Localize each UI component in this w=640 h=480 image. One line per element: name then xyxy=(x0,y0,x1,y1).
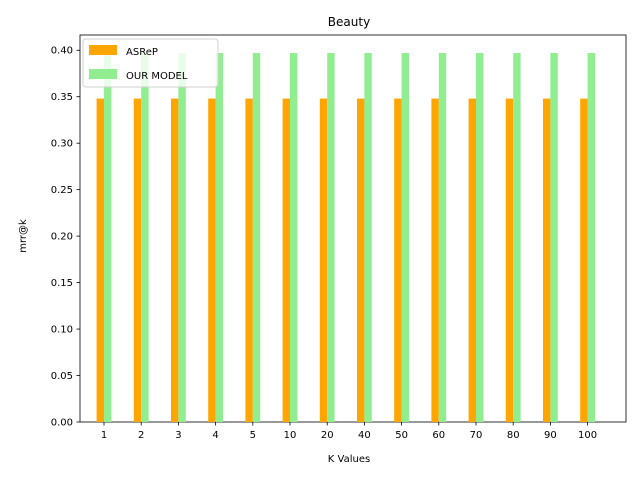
bar-our-model-5 xyxy=(252,53,261,422)
legend: ASReP OUR MODEL xyxy=(82,38,219,88)
bar-our-model-100 xyxy=(587,53,595,422)
y-tick-label: 0.30 xyxy=(51,139,73,150)
bar-asrep-90 xyxy=(543,98,551,422)
bar-asrep-80 xyxy=(505,98,514,422)
x-tick-label: 4 xyxy=(212,430,218,441)
x-tick-label: 40 xyxy=(358,430,371,441)
bar-our-model-80 xyxy=(513,53,521,422)
bar-our-model-50 xyxy=(401,53,409,422)
bar-our-model-1 xyxy=(104,53,112,422)
y-tick-label: 0.40 xyxy=(51,46,73,57)
legend-label-our-model: OUR MODEL xyxy=(126,71,188,82)
bar-asrep-3 xyxy=(171,98,179,422)
bar-asrep-40 xyxy=(357,98,365,422)
bar-our-model-60 xyxy=(438,53,447,422)
x-tick-label: 70 xyxy=(470,430,483,441)
x-tick-label: 3 xyxy=(175,430,181,441)
bar-our-model-10 xyxy=(290,53,298,422)
y-tick-label: 0.20 xyxy=(51,232,73,243)
bar-asrep-1 xyxy=(96,98,104,422)
bar-our-model-4 xyxy=(215,53,223,422)
y-tick-label: 0.10 xyxy=(51,325,73,336)
plot-area xyxy=(79,34,627,423)
bar-asrep-10 xyxy=(282,98,290,422)
x-tick-label: 60 xyxy=(432,430,445,441)
bar-asrep-4 xyxy=(208,98,216,422)
bar-asrep-100 xyxy=(580,98,588,422)
x-tick-label: 1 xyxy=(101,430,107,441)
y-tick-label: 0.00 xyxy=(51,418,73,429)
legend-swatch-asrep xyxy=(89,45,117,55)
bar-asrep-60 xyxy=(431,98,439,422)
bar-our-model-90 xyxy=(550,53,558,422)
bar-our-model-2 xyxy=(141,53,149,422)
y-tick-label: 0.25 xyxy=(51,185,73,196)
bars-group xyxy=(96,53,595,422)
legend-swatch-our-model xyxy=(89,69,117,79)
x-tick-label: 90 xyxy=(544,430,557,441)
x-tick-label: 5 xyxy=(250,430,256,441)
bar-asrep-2 xyxy=(133,98,142,422)
bar-asrep-70 xyxy=(468,98,476,422)
x-tick-label: 10 xyxy=(284,430,297,441)
chart-title: Beauty xyxy=(328,15,370,29)
bar-asrep-50 xyxy=(394,98,402,422)
y-axis-label: mrr@k xyxy=(18,219,29,253)
y-tick-label: 0.15 xyxy=(51,278,73,289)
y-tick-label: 0.35 xyxy=(51,92,73,103)
x-axis-label: K Values xyxy=(328,454,370,465)
bar-our-model-70 xyxy=(476,53,484,422)
bar-asrep-20 xyxy=(319,98,328,422)
bar-our-model-3 xyxy=(178,53,186,422)
x-tick-label: 100 xyxy=(578,430,597,441)
legend-label-asrep: ASReP xyxy=(126,47,158,58)
bar-our-model-20 xyxy=(327,53,335,422)
x-tick-label: 50 xyxy=(395,430,408,441)
x-tick-label: 80 xyxy=(507,430,520,441)
y-tick-label: 0.05 xyxy=(51,371,73,382)
x-axis-ticks: 1 2 3 4 5 10 20 40 50 60 70 80 90 100 xyxy=(101,422,597,441)
axes-frame xyxy=(79,34,627,423)
bar-our-model-40 xyxy=(364,53,372,422)
x-tick-label: 20 xyxy=(321,430,334,441)
x-tick-label: 2 xyxy=(138,430,144,441)
bar-asrep-5 xyxy=(245,98,253,422)
y-axis-ticks: 0.00 0.05 0.10 0.15 0.20 0.25 0.30 0.35 0.40 xyxy=(51,46,80,429)
